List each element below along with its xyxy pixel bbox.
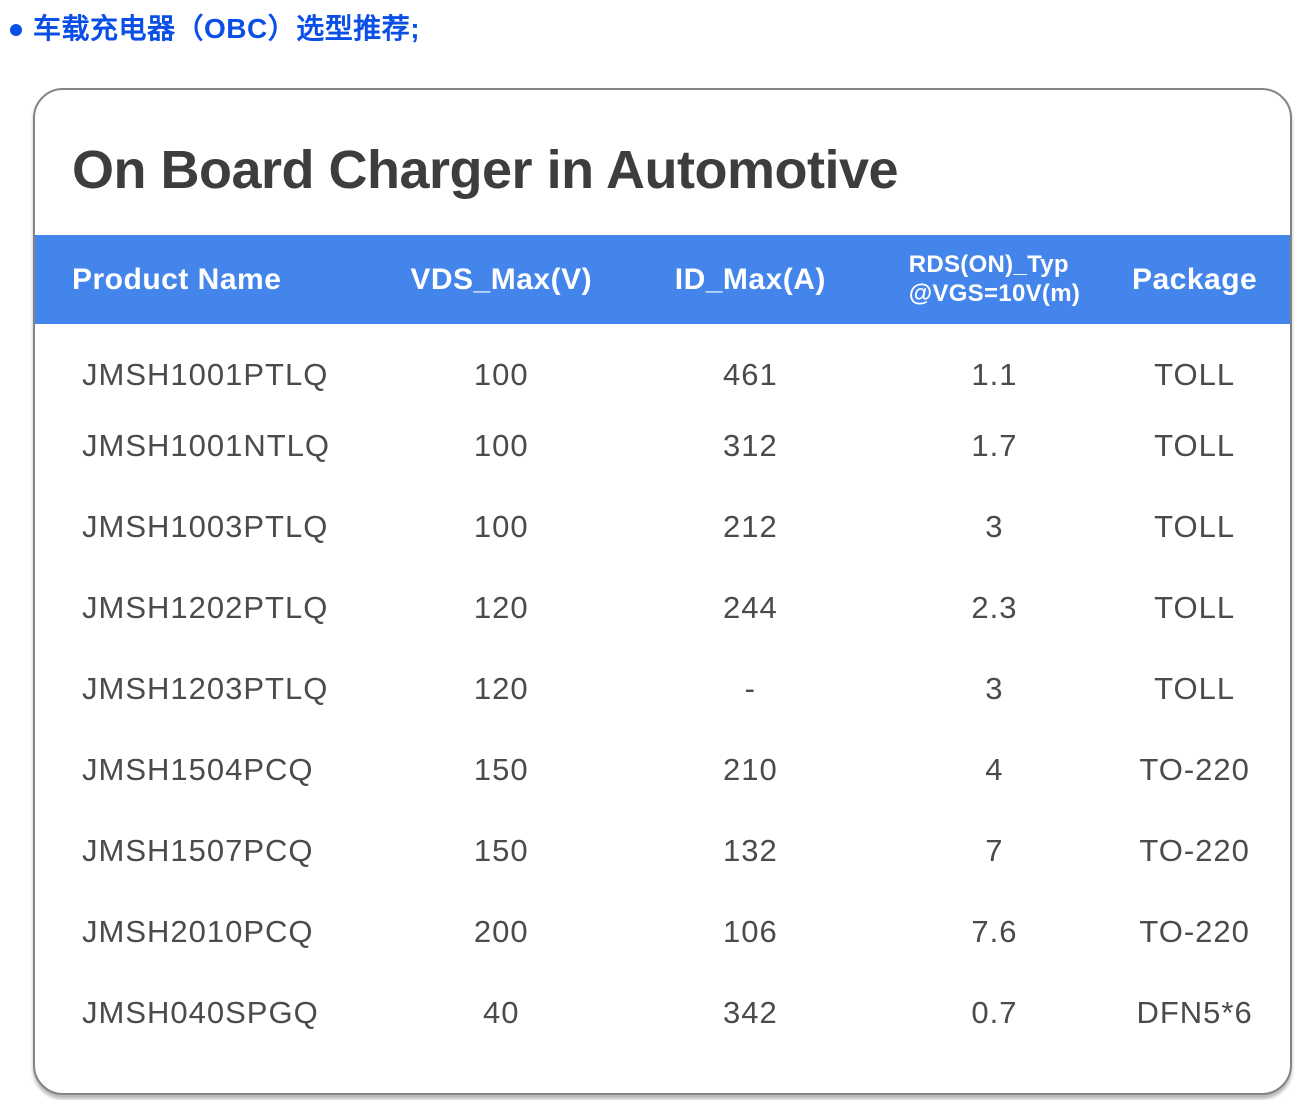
cell-package: DFN5*6 [1136,994,1253,1030]
cell-rds-typ: 3 [985,508,1004,544]
cell-vds-max: 40 [482,994,520,1030]
cell-rds-typ: 3 [985,670,1004,706]
table-row: JMSH1001NTLQ 100 312 1.7 TOLL [35,405,1290,486]
col-header-rds-typ: RDS(ON)_Typ @VGS=10V(m) [889,235,1100,324]
cell-id-max: 461 [722,357,778,392]
col-header-package: Package [1099,235,1290,324]
cell-vds-max: 120 [473,670,529,706]
table-row: JMSH1202PTLQ 120 244 2.3 TOLL [35,567,1290,648]
cell-product-name: JMSH1504PCQ [82,751,314,787]
cell-rds-typ: 4 [985,751,1004,787]
cell-rds-typ: 1.1 [971,357,1018,392]
cell-package: TOLL [1154,508,1236,544]
section-heading: 车载充电器（OBC）选型推荐; [33,13,421,44]
cell-id-max: 132 [722,832,778,868]
cell-vds-max: 120 [473,589,529,625]
obc-selection-card: On Board Charger in Automotive Product N… [33,88,1292,1095]
table-row: JMSH2010PCQ 200 106 7.6 TO-220 [35,891,1290,972]
cell-package: TO-220 [1139,913,1250,949]
cell-product-name: JMSH1001NTLQ [82,427,331,463]
cell-vds-max: 200 [473,913,529,949]
col-header-product-name: Product Name [35,235,392,324]
rds-header-line2: @VGS=10V(m) [908,279,1081,307]
table-row: JMSH1504PCQ 150 210 4 TO-220 [35,729,1290,810]
table-header-row: Product Name VDS_Max(V) ID_Max(A) RDS(ON… [35,235,1290,324]
card-title: On Board Charger in Automotive [72,139,899,200]
cell-vds-max: 150 [473,832,529,868]
table-row: JMSH1003PTLQ 100 212 3 TOLL [35,486,1290,567]
cell-id-max: 106 [722,913,778,949]
cell-id-max: 244 [722,589,778,625]
card-title-area: On Board Charger in Automotive [35,90,1290,235]
cell-package: TOLL [1154,427,1236,463]
cell-product-name: JMSH1003PTLQ [82,508,329,544]
section-heading-line: 车载充电器（OBC）选型推荐; [10,13,421,45]
col-header-id-max: ID_Max(A) [611,235,890,324]
cell-id-max: 342 [722,994,778,1030]
cell-vds-max: 150 [473,751,529,787]
cell-rds-typ: 7 [985,832,1004,868]
col-header-vds-max: VDS_Max(V) [391,235,612,324]
cell-product-name: JMSH1202PTLQ [82,589,329,625]
cell-package: TO-220 [1139,832,1250,868]
cell-package: TO-220 [1139,751,1250,787]
cell-vds-max: 100 [473,508,529,544]
cell-product-name: JMSH040SPGQ [82,994,319,1030]
cell-rds-typ: 1.7 [971,427,1018,463]
rds-header-block: RDS(ON)_Typ @VGS=10V(m) [909,251,1080,309]
table-row: JMSH1203PTLQ 120 - 3 TOLL [35,648,1290,729]
table-row: JMSH040SPGQ 40 342 0.7 DFN5*6 [35,972,1290,1053]
cell-vds-max: 100 [473,357,529,392]
bullet-icon [10,24,22,37]
cell-package: TOLL [1154,670,1236,706]
obc-product-table: Product Name VDS_Max(V) ID_Max(A) RDS(ON… [35,235,1290,1053]
cell-package: TOLL [1154,589,1236,625]
cell-package: TOLL [1154,357,1236,392]
cell-product-name: JMSH2010PCQ [82,913,314,949]
cell-id-max: - [744,670,756,706]
cell-id-max: 212 [722,508,778,544]
cell-rds-typ: 2.3 [971,589,1018,625]
cell-rds-typ: 0.7 [971,994,1018,1030]
table-row: JMSH1507PCQ 150 132 7 TO-220 [35,810,1290,891]
rds-header-line1: RDS(ON)_Typ [908,250,1069,278]
cell-id-max: 312 [722,427,778,463]
cell-vds-max: 100 [473,427,529,463]
cell-rds-typ: 7.6 [971,913,1018,949]
cell-product-name: JMSH1203PTLQ [82,670,329,706]
cell-product-name: JMSH1507PCQ [82,832,314,868]
table-row: JMSH1001PTLQ 100 461 1.1 TOLL [35,324,1290,405]
cell-id-max: 210 [722,751,778,787]
cell-product-name: JMSH1001PTLQ [82,357,329,392]
